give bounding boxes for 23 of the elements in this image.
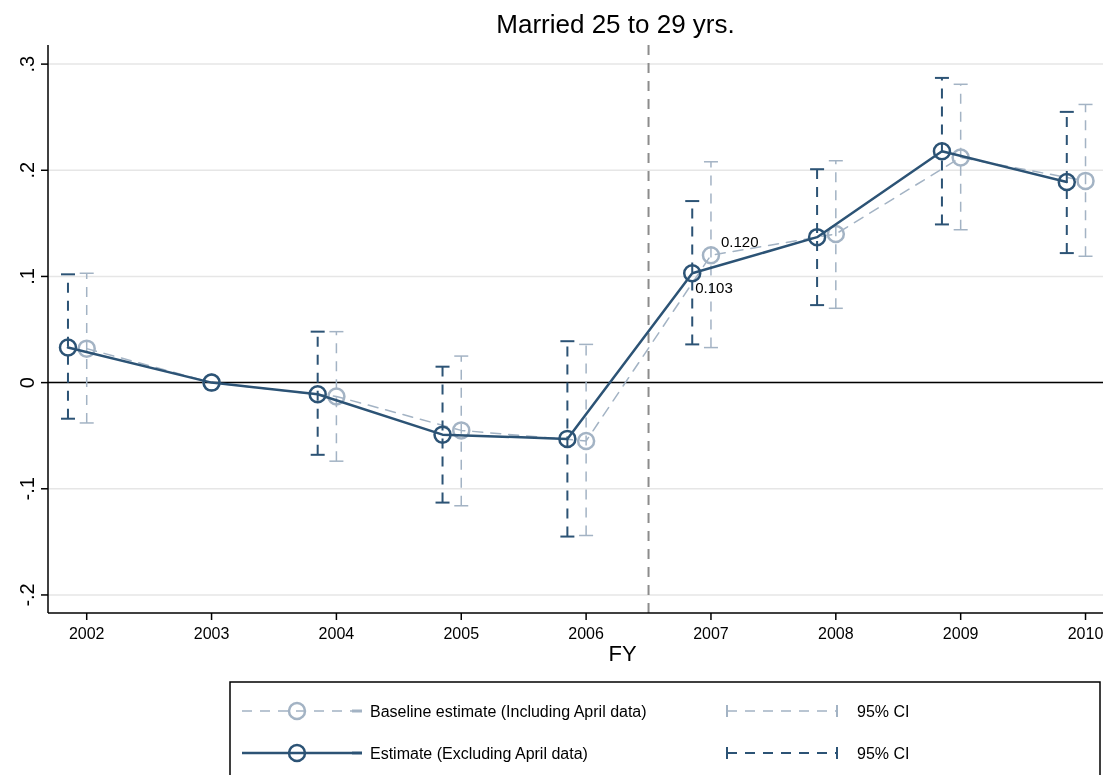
x-tick-label: 2006 xyxy=(568,625,605,642)
text: 95% CI xyxy=(857,745,910,762)
x-tick-label: 2010 xyxy=(1067,625,1104,642)
legend-label: Baseline estimate (Including April data) xyxy=(370,703,647,720)
x-tick-label: 2009 xyxy=(942,625,979,642)
y-tick-label: -.2 xyxy=(16,583,38,607)
y-tick-label: 0 xyxy=(16,377,38,389)
annotation: 0.103 xyxy=(695,279,733,297)
x-tick-label: 2004 xyxy=(318,625,355,642)
x-tick-label: 2005 xyxy=(443,625,480,642)
x-tick-label: 2008 xyxy=(818,625,854,642)
y-tick-label: .1 xyxy=(16,268,38,285)
chart-title: Married 25 to 29 yrs. xyxy=(496,9,735,39)
y-tick-label: .2 xyxy=(16,161,38,179)
y-tick-label: .3 xyxy=(16,55,38,73)
legend-label: Estimate (Excluding April data) xyxy=(370,745,588,762)
y-tick-label: -.1 xyxy=(16,477,38,501)
annotation: 0.120 xyxy=(720,233,759,251)
x-tick-label: 2002 xyxy=(68,625,105,642)
text: 95% CI xyxy=(857,703,910,720)
x-tick-label: 2003 xyxy=(193,625,230,642)
x-tick-label: 2007 xyxy=(693,625,729,642)
x-axis-title: FY xyxy=(608,641,637,666)
